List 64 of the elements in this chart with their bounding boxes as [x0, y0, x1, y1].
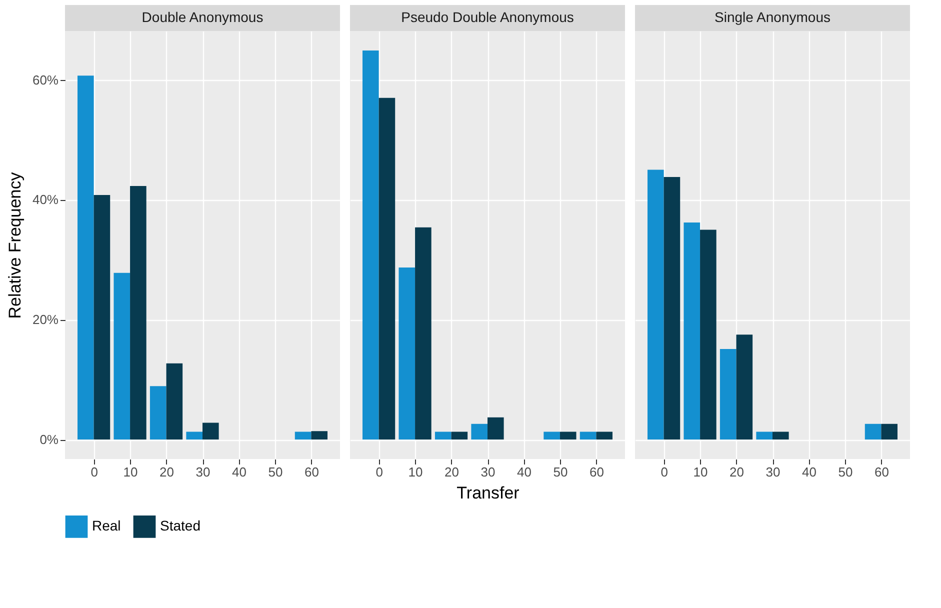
bar [664, 176, 680, 440]
bar [772, 432, 789, 440]
bar [78, 76, 94, 440]
bar [166, 363, 183, 440]
x-tick-label: 10 [123, 464, 138, 480]
y-tick-label: 60% [32, 72, 59, 88]
bar [311, 431, 328, 440]
y-tick-label: 0% [40, 432, 59, 448]
bar [720, 349, 736, 440]
x-tick-label: 30 [480, 464, 496, 480]
x-tick-label: 30 [196, 464, 210, 480]
bar [202, 422, 219, 440]
x-tick-label: 50 [553, 464, 568, 480]
bar [114, 272, 130, 440]
x-tick-label: 20 [160, 464, 174, 480]
chart-title: Double Anonymous [142, 9, 264, 25]
legend-label: Real [92, 518, 121, 534]
bar [648, 170, 664, 440]
x-tick-label: 60 [874, 464, 889, 480]
bar [471, 424, 488, 440]
bar [700, 230, 716, 440]
bar [736, 334, 753, 440]
y-tick-label: 40% [32, 192, 59, 208]
bar [362, 50, 379, 440]
x-tick-label: 40 [802, 464, 816, 480]
bar [488, 417, 504, 440]
x-axis-title: Transfer [456, 484, 520, 502]
x-tick-label: 20 [444, 464, 460, 480]
bar [881, 424, 898, 440]
x-tick-label: 0 [90, 464, 98, 480]
x-tick-label: 30 [766, 464, 780, 480]
x-tick-label: 60 [304, 464, 319, 480]
x-tick-label: 0 [660, 464, 668, 480]
bar [864, 424, 882, 440]
x-tick-label: 40 [232, 464, 246, 480]
x-tick-label: 50 [838, 464, 853, 480]
x-tick-label: 50 [268, 464, 283, 480]
chart-title: Pseudo Double Anonymous [401, 9, 574, 25]
x-tick-label: 40 [516, 464, 532, 480]
x-tick-label: 10 [693, 464, 708, 480]
y-tick-label: 20% [32, 312, 59, 328]
y-axis-title: Relative Frequency [5, 172, 24, 319]
bar [186, 432, 202, 440]
bar [130, 186, 146, 440]
bar [398, 267, 416, 440]
bar [378, 98, 396, 440]
bar [596, 432, 612, 440]
bar [544, 432, 560, 440]
x-tick-label: 0 [376, 464, 383, 480]
x-tick-label: 20 [730, 464, 744, 480]
bar [415, 227, 432, 440]
bar [684, 222, 700, 440]
chart-title: Single Anonymous [714, 9, 830, 25]
bar [451, 432, 468, 440]
bar [150, 386, 166, 440]
bar [560, 432, 576, 440]
x-tick-label: 60 [589, 464, 604, 480]
bar [756, 432, 772, 440]
bar [94, 194, 110, 440]
x-tick-label: 10 [408, 464, 423, 480]
bar [580, 432, 596, 440]
legend-label: Stated [160, 518, 200, 534]
bar [434, 432, 452, 440]
bar [294, 432, 312, 440]
